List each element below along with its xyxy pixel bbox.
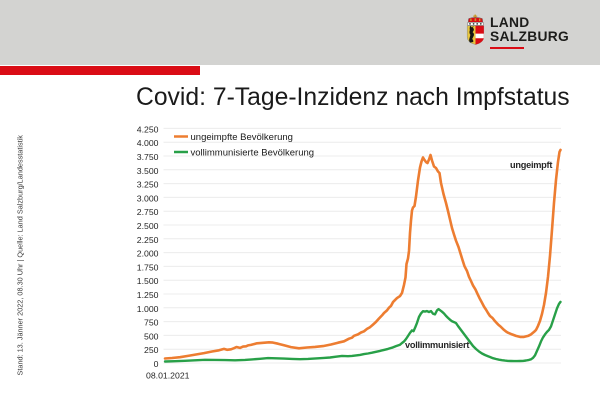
svg-text:250: 250 xyxy=(144,345,159,355)
svg-text:3.250: 3.250 xyxy=(137,180,159,190)
svg-text:1.750: 1.750 xyxy=(137,262,159,272)
svg-text:1.000: 1.000 xyxy=(137,304,159,314)
svg-text:2.000: 2.000 xyxy=(137,249,159,259)
svg-text:3.500: 3.500 xyxy=(137,166,159,176)
svg-text:4.250: 4.250 xyxy=(137,124,159,134)
svg-text:2.750: 2.750 xyxy=(137,207,159,217)
svg-text:500: 500 xyxy=(144,331,159,341)
svg-text:1.500: 1.500 xyxy=(137,276,159,286)
svg-text:750: 750 xyxy=(144,318,159,328)
svg-text:2.250: 2.250 xyxy=(137,235,159,245)
svg-text:vollimmunisierte Bevölkerung: vollimmunisierte Bevölkerung xyxy=(191,148,315,159)
svg-text:1.250: 1.250 xyxy=(137,290,159,300)
svg-text:ungeimpft: ungeimpft xyxy=(510,160,552,170)
svg-text:3.750: 3.750 xyxy=(137,152,159,162)
svg-text:vollimmunisiert: vollimmunisiert xyxy=(405,340,469,350)
svg-text:4.000: 4.000 xyxy=(137,138,159,148)
svg-text:3.000: 3.000 xyxy=(137,193,159,203)
svg-text:0: 0 xyxy=(154,359,159,369)
svg-text:2.500: 2.500 xyxy=(137,221,159,231)
svg-text:08.01.2021: 08.01.2021 xyxy=(146,371,190,381)
svg-text:ungeimpfte Bevölkerung: ungeimpfte Bevölkerung xyxy=(191,132,293,143)
